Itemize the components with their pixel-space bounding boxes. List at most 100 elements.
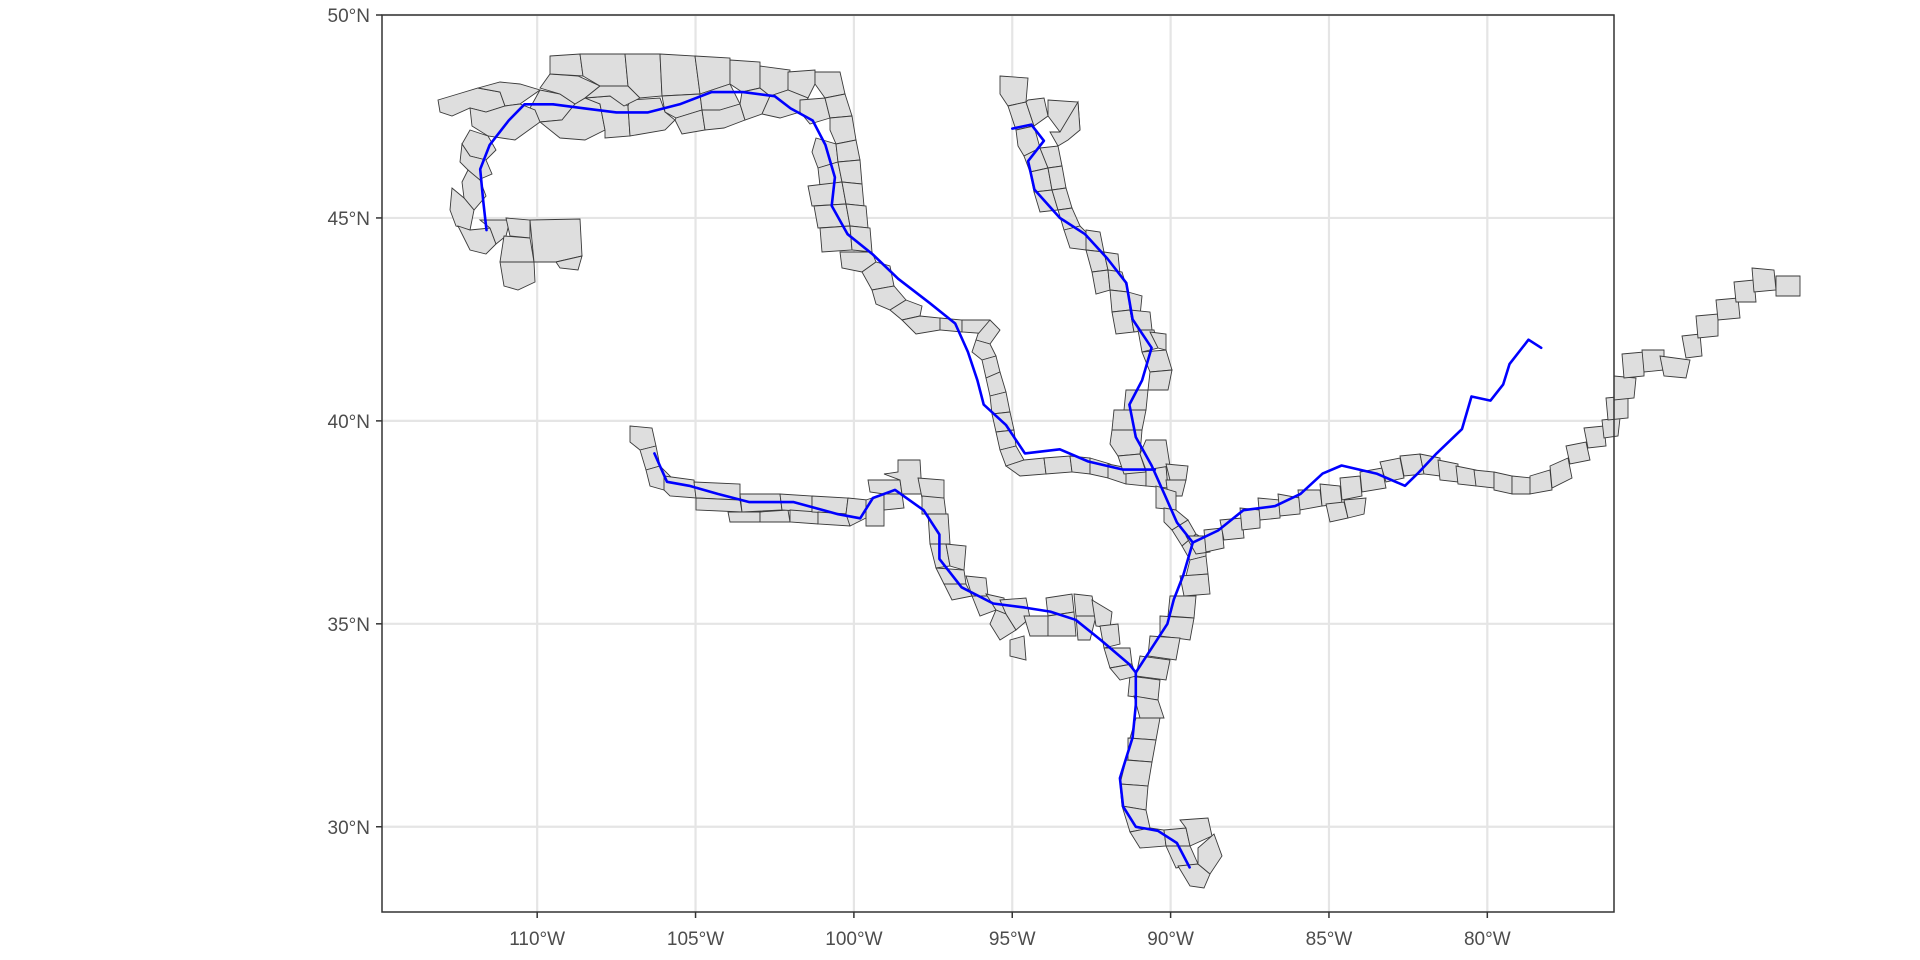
county	[999, 75, 1029, 107]
county	[499, 261, 536, 291]
x-tick-label: 85°W	[1306, 929, 1353, 950]
y-axis: 30°N 35°N 40°N 45°N 50°N	[328, 6, 382, 839]
county	[1455, 465, 1477, 487]
county	[759, 509, 791, 523]
county	[529, 218, 583, 263]
county	[989, 391, 1011, 415]
y-tick-label: 45°N	[328, 209, 370, 230]
county	[1165, 463, 1189, 481]
county	[1565, 441, 1591, 465]
county	[883, 493, 905, 511]
county	[1135, 655, 1171, 681]
county	[1179, 573, 1211, 597]
county	[1621, 351, 1645, 379]
county	[1343, 497, 1367, 519]
county	[1339, 475, 1363, 501]
county	[1613, 375, 1637, 401]
county	[624, 53, 663, 99]
county	[883, 459, 923, 495]
county	[865, 493, 885, 527]
county	[787, 69, 816, 99]
county	[943, 583, 973, 601]
river-line-mississippi	[1010, 123, 1195, 869]
county	[824, 93, 853, 119]
county	[1493, 471, 1513, 495]
county	[1277, 493, 1301, 517]
x-tick-label: 90°W	[1147, 929, 1194, 950]
county	[1511, 475, 1533, 495]
county	[1127, 675, 1161, 701]
county	[1681, 333, 1703, 359]
county	[1109, 429, 1143, 457]
y-tick-label: 50°N	[328, 6, 370, 27]
county	[674, 109, 706, 135]
county	[814, 71, 846, 99]
county	[1043, 455, 1073, 475]
county	[1257, 497, 1281, 521]
county	[807, 181, 847, 207]
county	[477, 81, 542, 107]
river-line-ohio	[1191, 338, 1543, 544]
county	[901, 315, 941, 335]
county	[1659, 355, 1691, 379]
county	[1715, 297, 1741, 321]
river-line-missouri-headwaters	[478, 103, 555, 232]
county	[1437, 459, 1459, 483]
county	[729, 59, 761, 93]
county	[799, 97, 831, 125]
county	[845, 497, 869, 527]
county	[1179, 817, 1213, 847]
county	[1601, 417, 1621, 439]
river-line-arkansas	[653, 452, 1138, 674]
rivers-layer	[478, 90, 1543, 869]
county	[1091, 269, 1111, 295]
x-tick-label: 95°W	[989, 929, 1036, 950]
x-tick-label: 100°W	[825, 929, 882, 950]
county	[1139, 439, 1171, 471]
x-axis: 110°W 105°W 100°W 95°W 90°W 85°W 80°W	[509, 912, 1511, 950]
county	[1583, 425, 1607, 449]
county	[1733, 279, 1757, 303]
county	[1089, 457, 1111, 479]
county	[989, 609, 1017, 641]
county	[1085, 229, 1105, 253]
county	[659, 53, 701, 97]
county	[1473, 469, 1495, 489]
river-line-missouri	[551, 90, 1157, 471]
x-tick-label: 110°W	[509, 929, 565, 950]
county	[1529, 469, 1553, 495]
county	[1009, 635, 1027, 661]
county	[845, 203, 869, 229]
county	[861, 261, 895, 291]
x-tick-label: 105°W	[667, 929, 724, 950]
county	[819, 225, 853, 253]
county	[555, 255, 583, 271]
county	[837, 159, 863, 185]
county	[835, 139, 861, 163]
county	[629, 425, 657, 451]
county	[1147, 369, 1173, 391]
y-tick-label: 40°N	[328, 412, 370, 433]
panel-border	[381, 14, 1615, 913]
county	[1197, 833, 1223, 875]
county	[1099, 623, 1121, 649]
county	[935, 567, 967, 585]
county	[1695, 313, 1719, 339]
county	[1133, 695, 1165, 719]
y-tick-label: 35°N	[328, 615, 370, 636]
county	[841, 181, 865, 207]
x-tick-label: 80°W	[1464, 929, 1511, 950]
county	[1219, 517, 1245, 541]
county	[1751, 267, 1777, 293]
county	[695, 497, 743, 513]
county	[917, 477, 945, 499]
county	[549, 53, 584, 77]
county	[469, 103, 541, 141]
county	[478, 219, 511, 245]
county	[505, 217, 531, 239]
county	[1111, 409, 1147, 431]
county	[1177, 863, 1211, 889]
county	[457, 225, 497, 255]
county	[1025, 97, 1049, 127]
